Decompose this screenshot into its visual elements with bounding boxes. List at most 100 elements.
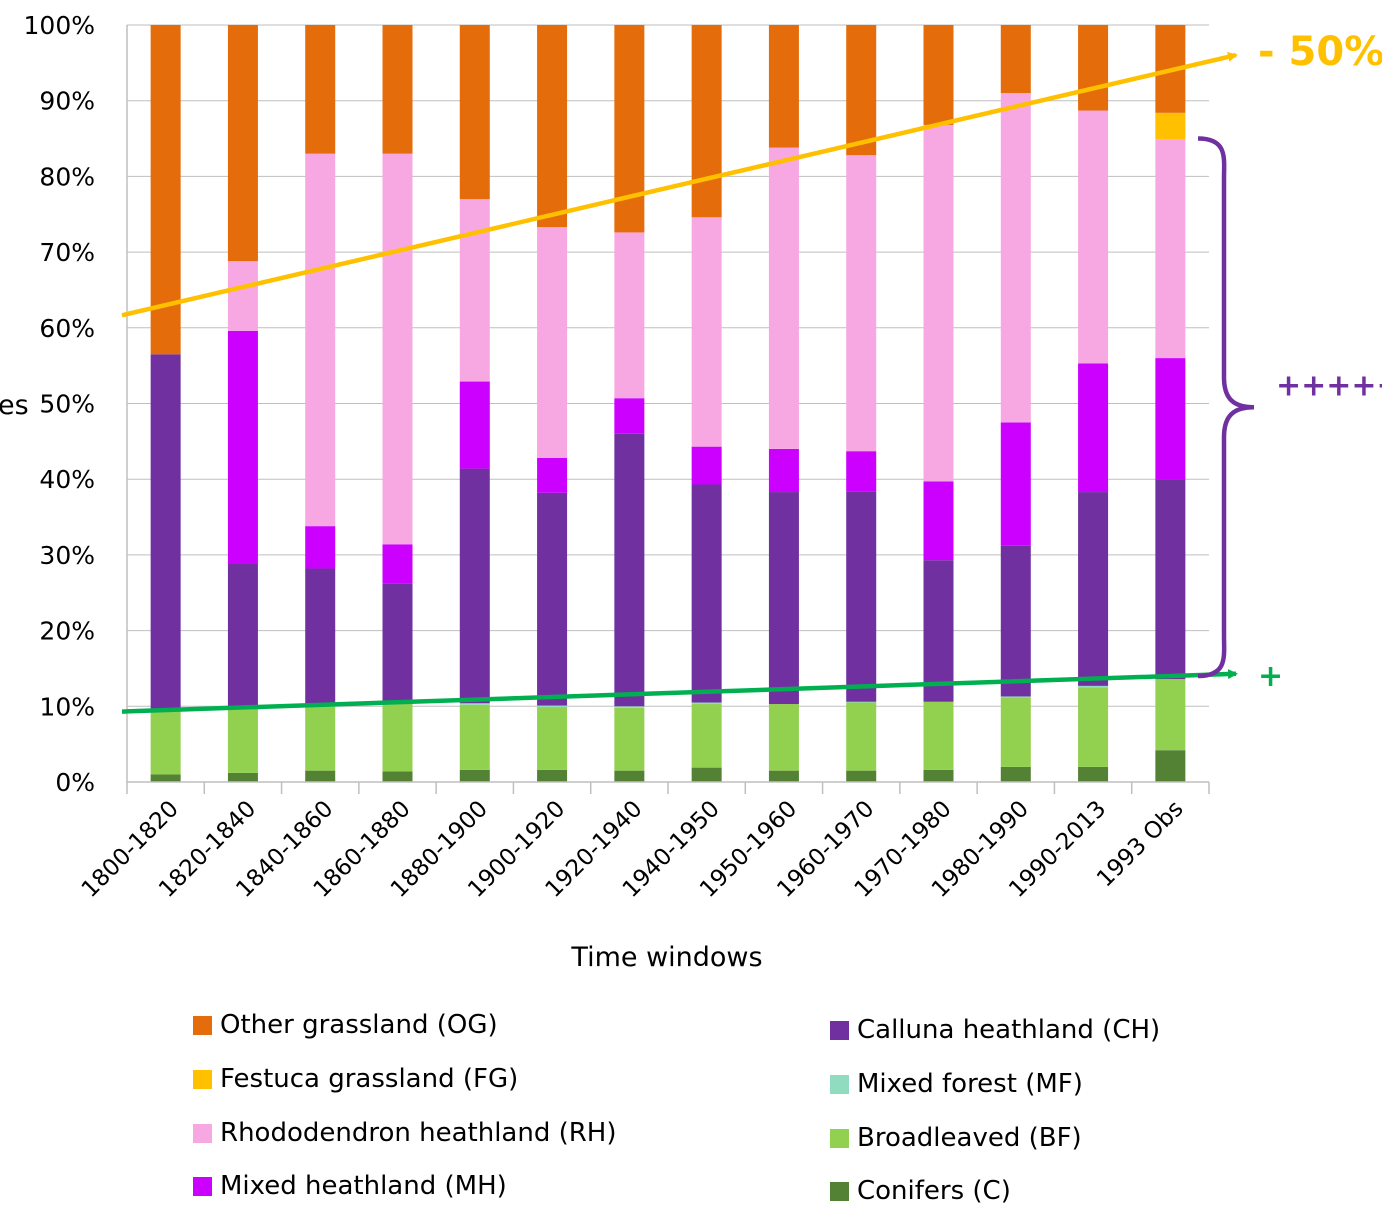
legend-item: Calluna heathland (CH) <box>830 1015 1160 1045</box>
gridlines <box>127 24 1209 783</box>
bar-segment <box>923 769 954 782</box>
bar-segment <box>227 772 258 782</box>
legend-item: Mixed forest (MF) <box>830 1069 1083 1099</box>
y-tick-label: 80% <box>39 162 95 191</box>
y-tick-label: 100% <box>24 11 95 40</box>
bar-segment <box>1078 110 1109 364</box>
y-tick-labels: 0% 10% 20% 30% 40% 50% 60% 70% 80% 90% 100% <box>24 11 95 797</box>
bar-segment <box>1078 363 1109 493</box>
bar-segment <box>537 227 568 459</box>
legend-item: Festuca grassland (FG) <box>193 1064 518 1094</box>
bar-segment <box>459 704 490 770</box>
brace-label: +++++ <box>1276 368 1382 403</box>
bar-segment <box>691 704 722 768</box>
axes <box>126 25 1210 794</box>
bar-segment <box>150 709 181 775</box>
bar-segment <box>537 458 568 493</box>
bar-segment <box>846 25 877 156</box>
bar-segment <box>691 217 722 447</box>
bar-segment <box>691 446 722 485</box>
bar-segment <box>846 451 877 492</box>
bar-segment <box>846 701 877 703</box>
x-axis-label: Time windows <box>570 942 762 973</box>
trend-label: + <box>1258 659 1283 694</box>
y-tick-label: 90% <box>39 87 95 116</box>
bar-segment <box>768 704 799 771</box>
bar-segment <box>305 704 336 771</box>
bar-segment <box>1000 696 1031 698</box>
bar-segment <box>382 544 413 584</box>
legend-swatch <box>830 1074 849 1094</box>
bar-segment <box>1000 25 1031 94</box>
legend-item: Broadleaved (BF) <box>830 1123 1082 1153</box>
y-tick-label: 40% <box>39 465 95 494</box>
bar-segment <box>768 25 799 148</box>
y-tick-label: 50% <box>39 390 95 419</box>
bar-segment <box>305 568 336 705</box>
bar-segment <box>150 25 181 355</box>
bar-segment <box>305 770 336 782</box>
bar-segment <box>1078 492 1109 686</box>
bar-segment <box>537 769 568 782</box>
y-tick-label: 0% <box>55 768 95 797</box>
legend-label: Calluna heathland (CH) <box>857 1015 1161 1045</box>
y-tick-label: 20% <box>39 617 95 646</box>
bar-segment <box>305 153 336 527</box>
legend-swatch <box>830 1020 849 1040</box>
bar-segment <box>846 155 877 452</box>
bar-segment <box>227 261 258 331</box>
bar-segment <box>1078 766 1109 782</box>
bar-segment <box>227 708 258 773</box>
bar-segment <box>691 767 722 782</box>
annotations: - 50%++++++ <box>121 29 1382 714</box>
bar-segment <box>846 770 877 782</box>
legend-label: Mixed forest (MF) <box>857 1069 1083 1099</box>
bar-segment <box>537 705 568 708</box>
bar-segment <box>305 25 336 154</box>
bar-segment <box>150 774 181 782</box>
legend-swatch <box>193 1069 212 1089</box>
bar-segment <box>227 563 258 709</box>
bar-segment <box>1000 545 1031 697</box>
x-tick-labels: 1800-18201820-18401840-18601860-18801880… <box>77 796 1189 903</box>
bar-segment <box>691 25 722 218</box>
bar-segment <box>305 526 336 569</box>
legend-label: Other grassland (OG) <box>220 1010 498 1040</box>
bar-segment <box>846 491 877 702</box>
bar-segment <box>537 492 568 706</box>
legend-label: Mixed heathland (MH) <box>220 1171 507 1201</box>
legend-item: Mixed heathland (MH) <box>193 1171 507 1201</box>
bar-segment <box>382 153 413 545</box>
bar-segment <box>923 124 954 482</box>
curly-brace <box>1197 136 1255 679</box>
legend-item: Conifers (C) <box>830 1176 1011 1206</box>
trend-arrow <box>121 669 1238 714</box>
bar-segment <box>382 583 413 705</box>
bar-segment <box>1155 139 1186 359</box>
bar-segment <box>614 770 645 782</box>
bar-segment <box>768 147 799 449</box>
legend-label: Rhododendron heathland (RH) <box>220 1118 617 1148</box>
bar-segment <box>614 232 645 399</box>
bar-segment <box>923 701 954 770</box>
legend-item: Other grassland (OG) <box>193 1010 498 1040</box>
legend-swatch <box>830 1128 849 1148</box>
bar-segment <box>227 25 258 262</box>
bar-segment <box>150 354 181 710</box>
legend-label: Conifers (C) <box>857 1176 1011 1206</box>
bar-segment <box>1155 112 1186 140</box>
bar-segment <box>382 704 413 772</box>
bar-segment <box>1078 25 1109 111</box>
bar-segment <box>382 25 413 154</box>
bar-segment <box>1078 687 1109 767</box>
bar-segment <box>846 702 877 771</box>
bar-segment <box>923 25 954 125</box>
bar-segment <box>1078 685 1109 688</box>
y-axis-label: es <box>0 390 29 421</box>
bar-segment <box>614 398 645 434</box>
bar-segment <box>768 492 799 705</box>
bar-segment <box>691 484 722 703</box>
bar-segment <box>1000 93 1031 423</box>
bar-segment <box>1000 697 1031 767</box>
bar-segment <box>459 25 490 200</box>
